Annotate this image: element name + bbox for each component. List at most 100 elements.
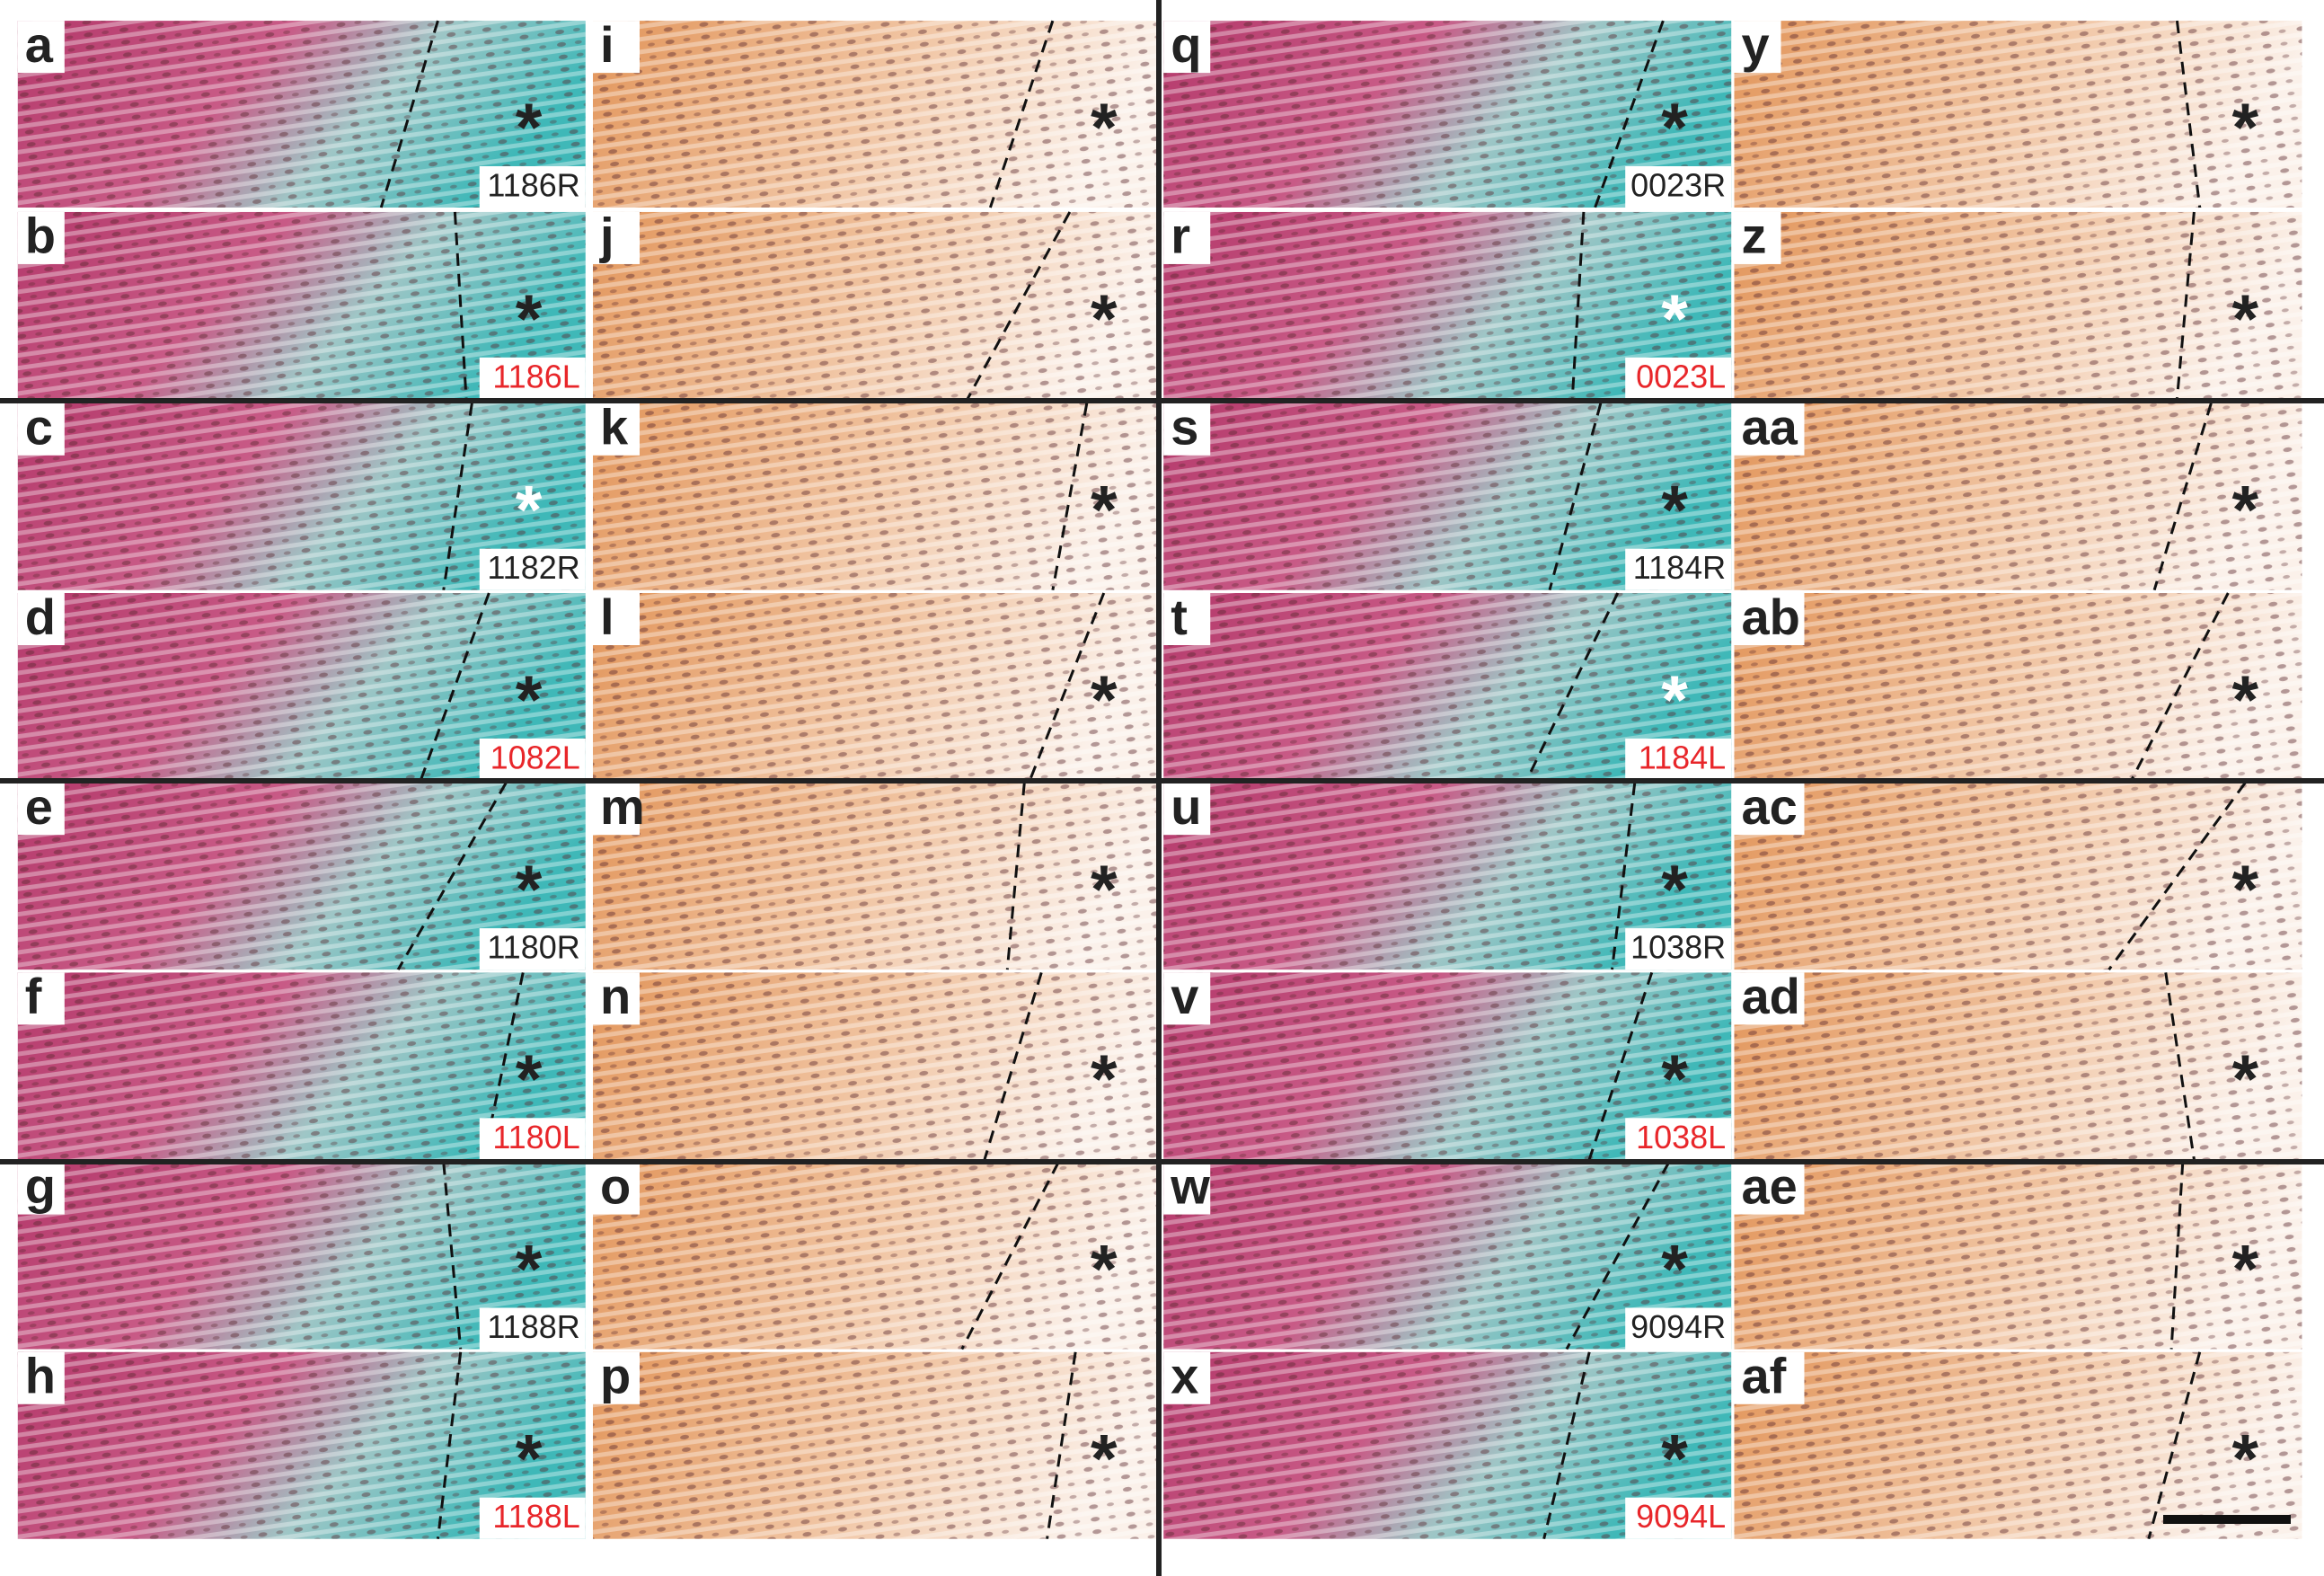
panel: *o bbox=[593, 1157, 1161, 1350]
boundary-line bbox=[966, 211, 1072, 400]
panel-letter: ac bbox=[1742, 778, 1798, 835]
panel-letter: o bbox=[600, 1157, 631, 1214]
letter-box bbox=[593, 593, 640, 645]
scale-bar bbox=[2163, 1515, 2291, 1524]
panel-letter: r bbox=[1171, 208, 1190, 264]
panel-letter: i bbox=[600, 16, 614, 73]
panel: * t 1184L bbox=[1163, 589, 1732, 781]
sample-label: 1188L bbox=[492, 1498, 579, 1535]
panel-letter: j bbox=[599, 208, 614, 264]
panels: *a1186R*b1186L*c1182R*d1082L*e1180R*f118… bbox=[17, 16, 2302, 1540]
letter-box bbox=[1734, 211, 1781, 264]
sample-box bbox=[1625, 548, 1732, 590]
letter-box bbox=[1163, 211, 1211, 264]
panel-texture bbox=[1734, 211, 2302, 399]
panel-texture bbox=[593, 211, 1161, 399]
panel-letter: d bbox=[25, 589, 56, 645]
letter-box bbox=[1163, 593, 1211, 645]
panel: *i bbox=[593, 16, 1161, 208]
sample-label: 1184L bbox=[1639, 739, 1726, 775]
letter-box bbox=[593, 211, 640, 264]
panel: *n bbox=[593, 968, 1161, 1160]
asterisk: * bbox=[1091, 90, 1118, 166]
sample-box bbox=[479, 1118, 586, 1160]
panel-texture bbox=[593, 783, 1161, 970]
panel: * g 1188R bbox=[17, 1157, 586, 1350]
asterisk: * bbox=[516, 662, 543, 739]
letter-box bbox=[593, 1162, 640, 1215]
panel: * a 1186R bbox=[17, 16, 586, 208]
boundary-line bbox=[2152, 403, 2213, 591]
panel: * c 1182R bbox=[17, 399, 586, 590]
panel: * r 0023L bbox=[1163, 208, 1732, 399]
asterisk: * bbox=[1091, 1421, 1118, 1498]
boundary-line bbox=[1594, 20, 1665, 208]
boundary-line bbox=[420, 592, 490, 781]
letter-box bbox=[17, 1351, 65, 1404]
asterisk: * bbox=[1661, 473, 1688, 549]
panel: * s 1184R bbox=[1163, 399, 1732, 591]
boundary-line bbox=[988, 20, 1055, 208]
panel: * w 9094R bbox=[1163, 1157, 1732, 1350]
letter-box bbox=[593, 972, 640, 1025]
panel-texture bbox=[1734, 21, 2302, 208]
panel-letter: m bbox=[600, 778, 645, 835]
panel: * ae bbox=[1734, 1157, 2302, 1350]
boundary-line bbox=[396, 782, 508, 970]
letter-box bbox=[593, 1351, 640, 1404]
sample-box bbox=[479, 1497, 586, 1539]
asterisk: * bbox=[516, 1231, 543, 1307]
panel-texture bbox=[1734, 1351, 2302, 1539]
asterisk: * bbox=[1661, 90, 1688, 166]
sample-box bbox=[1625, 1118, 1732, 1160]
sample-label: 1038R bbox=[1630, 929, 1726, 966]
sample-label: 1186L bbox=[492, 358, 579, 394]
sample-label: 1082L bbox=[490, 739, 580, 775]
asterisk: * bbox=[2231, 281, 2258, 358]
asterisk: * bbox=[2231, 1421, 2258, 1498]
asterisk: * bbox=[516, 852, 543, 928]
sample-label: 1182R bbox=[487, 549, 579, 586]
letter-box bbox=[1734, 1351, 1805, 1404]
boundary-line bbox=[482, 972, 525, 1160]
sample-label: 9094R bbox=[1630, 1308, 1726, 1345]
panel-letter: z bbox=[1742, 208, 1767, 264]
letter-box bbox=[17, 972, 65, 1025]
boundary-line bbox=[2147, 1351, 2202, 1540]
panel-letter: u bbox=[1171, 778, 1201, 835]
sample-box bbox=[1625, 1307, 1732, 1350]
panel-letter: c bbox=[25, 399, 53, 456]
panel-letter: b bbox=[25, 208, 56, 264]
asterisk: * bbox=[1091, 662, 1118, 739]
panel: * q 0023R bbox=[1163, 16, 1732, 208]
panel-letter: g bbox=[25, 1157, 56, 1214]
boundary-line bbox=[2175, 211, 2196, 399]
panel-texture bbox=[593, 972, 1161, 1160]
boundary-line bbox=[983, 971, 1043, 1160]
panel: * af bbox=[1734, 1348, 2302, 1540]
sample-label: 1038L bbox=[1636, 1119, 1726, 1155]
asterisk: * bbox=[1091, 1231, 1118, 1307]
letter-box bbox=[1163, 1162, 1211, 1215]
asterisk: * bbox=[1661, 852, 1688, 928]
panel: * aa bbox=[1734, 399, 2302, 591]
letter-box bbox=[17, 21, 65, 74]
panel-letter: q bbox=[1171, 16, 1201, 73]
asterisk: * bbox=[1091, 281, 1118, 358]
sample-box bbox=[1625, 738, 1732, 780]
panel: *l bbox=[593, 589, 1161, 781]
boundary-line bbox=[1542, 1351, 1591, 1540]
sample-label: 0023L bbox=[1636, 358, 1726, 394]
panel-texture bbox=[593, 1162, 1161, 1350]
panel: * ab bbox=[1734, 589, 2302, 781]
panel: *m bbox=[593, 778, 1161, 970]
letter-box bbox=[1734, 593, 1805, 645]
letter-box bbox=[17, 403, 65, 456]
boundary-line bbox=[2164, 972, 2196, 1160]
panel-letter: w bbox=[1170, 1157, 1210, 1214]
panel-letter: l bbox=[600, 589, 614, 645]
panel-letter: p bbox=[600, 1348, 631, 1404]
sample-label: 9094L bbox=[1636, 1498, 1726, 1535]
